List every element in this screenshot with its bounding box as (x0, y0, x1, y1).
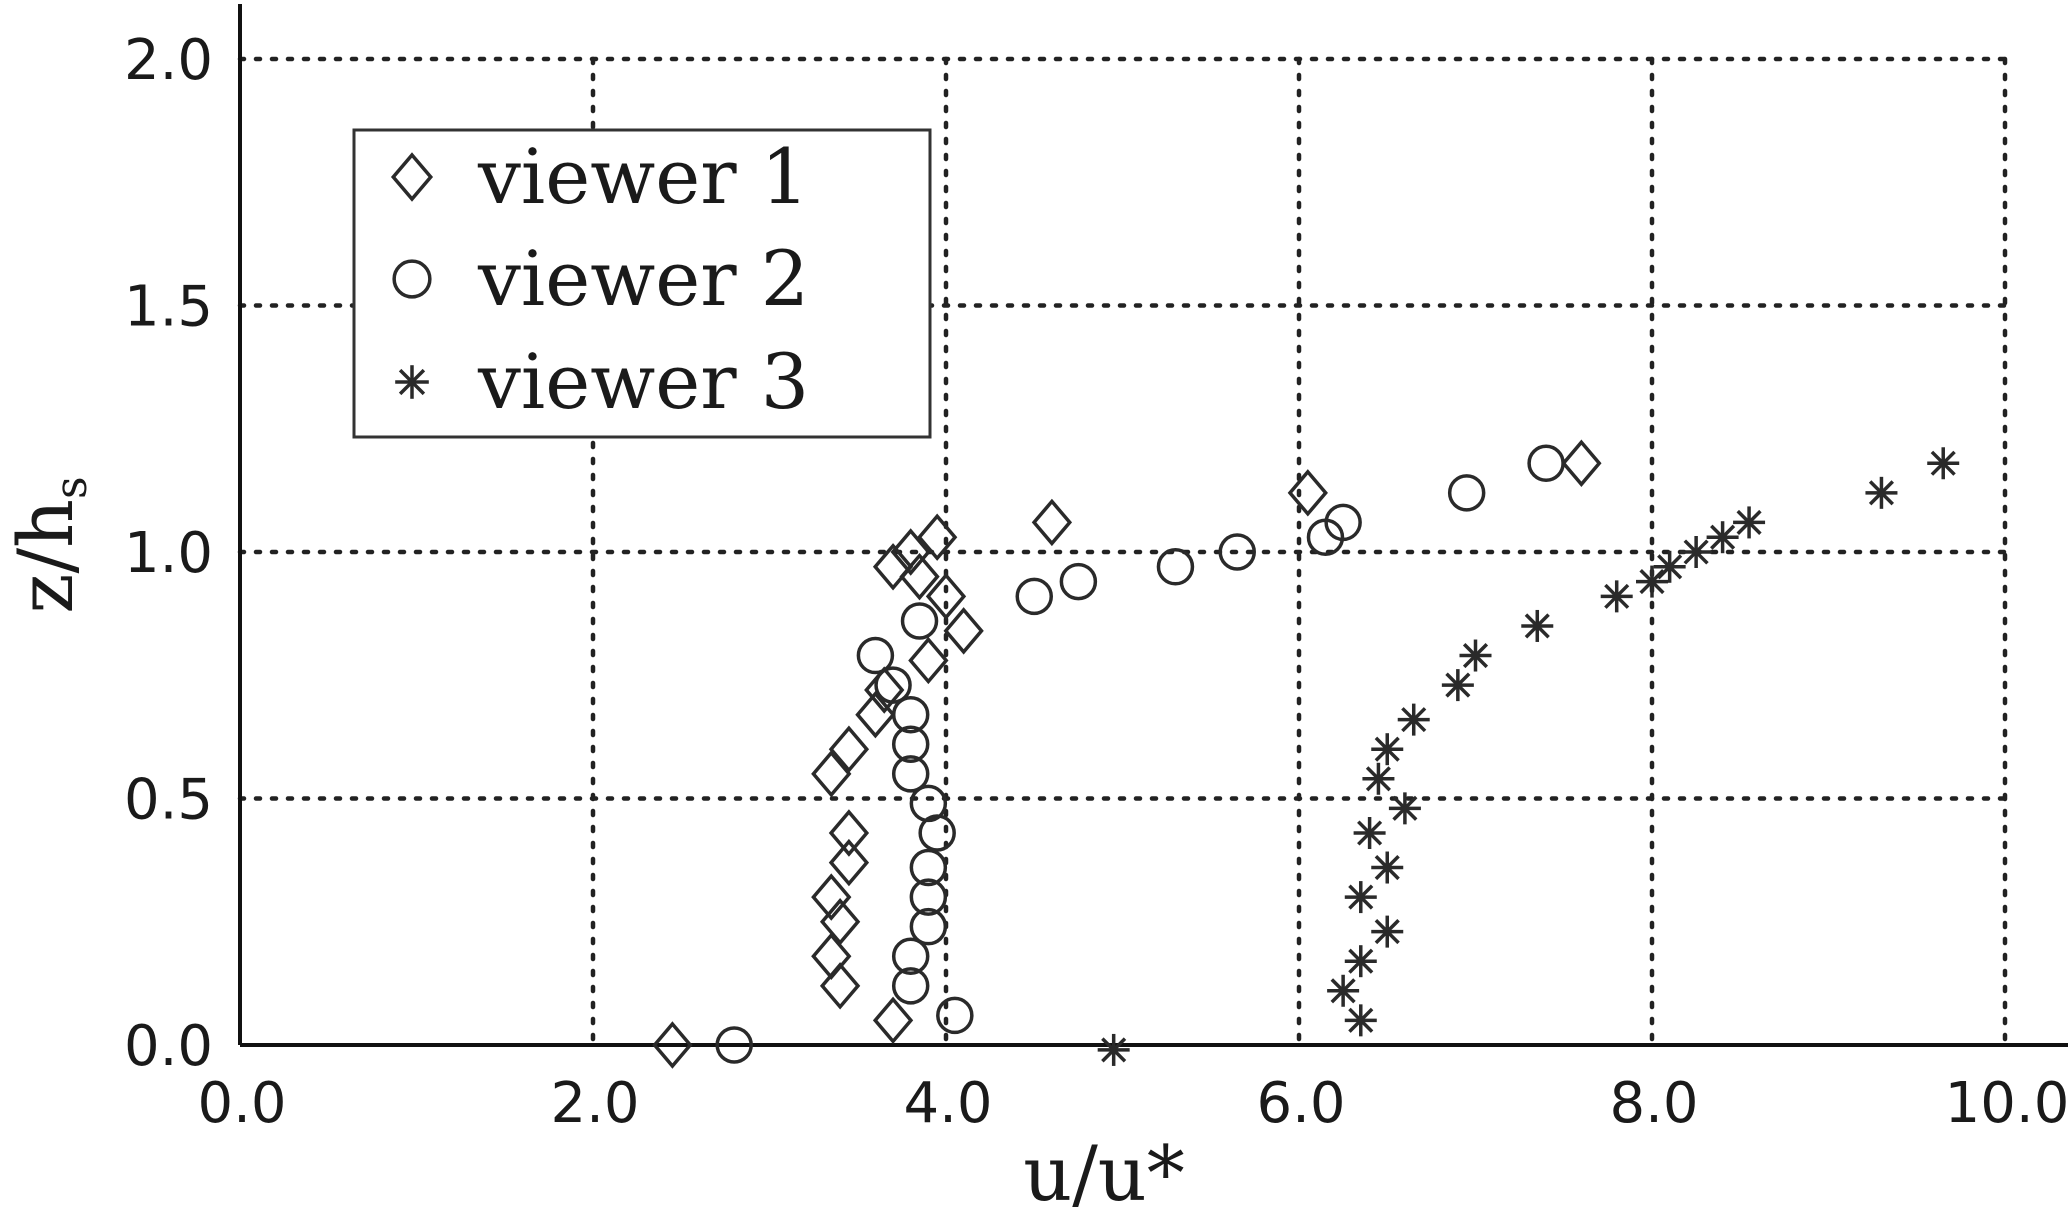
point-series2-1 (936, 996, 974, 1035)
point-series3-9 (1362, 762, 1395, 795)
point-series3-10 (1371, 733, 1404, 766)
point-series2-8 (909, 784, 948, 823)
axes (238, 4, 2068, 1047)
point-series2-5 (909, 878, 948, 916)
point-series3-22 (1927, 447, 1960, 480)
point-series2-9 (891, 755, 930, 793)
point-series3-0 (1097, 1033, 1130, 1066)
legend: viewer 1 viewer 2 viewer 3 (352, 128, 932, 439)
point-series2-12 (874, 666, 912, 704)
y-axis-label-subscript: s (46, 476, 97, 499)
point-series3-19 (1706, 521, 1739, 554)
point-series1-3 (811, 932, 852, 980)
x-axis-label: u/u* (1023, 1129, 1185, 1211)
point-series1-9 (828, 725, 870, 773)
point-series1-18 (917, 513, 958, 561)
point-series1-21 (1561, 439, 1602, 487)
point-series2-13 (856, 636, 895, 675)
point-series2-16 (1059, 562, 1098, 601)
point-series2-0 (715, 1026, 753, 1064)
legend-marker-2 (392, 259, 432, 299)
point-series2-18 (1218, 533, 1256, 571)
point-series2-2 (891, 967, 930, 1005)
point-series3-15 (1600, 580, 1633, 613)
point-series3-7 (1353, 817, 1386, 850)
point-series3-1 (1344, 1004, 1377, 1037)
legend-box (352, 128, 932, 439)
point-series1-5 (811, 873, 852, 921)
point-series1-14 (925, 572, 967, 621)
point-series3-20 (1733, 506, 1766, 539)
legend-marker-3 (395, 365, 429, 399)
point-series1-0 (652, 1021, 693, 1069)
point-series2-22 (1527, 444, 1565, 483)
point-series2-4 (909, 907, 948, 946)
legend-marker-1 (390, 152, 434, 202)
point-series3-6 (1371, 851, 1404, 884)
x-tick-label-0: 0.0 (197, 1071, 286, 1136)
point-series1-7 (828, 809, 870, 857)
y-tick-labels: 0.0 0.5 1.0 1.5 2.0 (124, 28, 213, 1079)
x-tick-label-3: 6.0 (1256, 1071, 1345, 1136)
y-tick-label-0: 0.0 (124, 1014, 213, 1079)
point-series2-15 (1015, 577, 1053, 616)
point-series2-6 (909, 848, 948, 887)
legend-label-2: viewer 2 (477, 234, 809, 323)
point-series1-17 (890, 528, 931, 576)
point-series3-3 (1344, 945, 1377, 978)
point-series3-5 (1344, 881, 1377, 914)
point-series1-2 (819, 962, 861, 1010)
y-tick-label-3: 1.5 (124, 275, 213, 340)
x-tick-label-5: 10.0 (1945, 1071, 2070, 1136)
point-series1-6 (828, 838, 870, 887)
legend-label-3: viewer 3 (477, 337, 809, 426)
point-series1-13 (943, 607, 984, 655)
point-series2-20 (1324, 503, 1362, 542)
svg-text:z/hs: z/hs (1, 476, 97, 613)
point-series1-11 (864, 666, 905, 714)
legend-label-1: viewer 1 (477, 132, 809, 221)
point-series1-8 (811, 750, 852, 798)
point-series3-11 (1397, 703, 1430, 736)
point-series3-8 (1388, 792, 1421, 825)
point-series3-2 (1327, 974, 1360, 1007)
y-tick-label-2: 1.0 (124, 521, 213, 586)
point-series3-4 (1371, 915, 1404, 948)
y-tick-label-1: 0.5 (124, 768, 213, 833)
point-series1-19 (1031, 498, 1073, 547)
point-series3-17 (1653, 550, 1686, 583)
point-series1-1 (872, 996, 914, 1045)
point-series2-3 (891, 937, 930, 976)
point-series3-12 (1441, 669, 1474, 702)
x-tick-labels: 0.0 2.0 4.0 6.0 8.0 10.0 (197, 1071, 2069, 1136)
point-series3-21 (1865, 476, 1898, 509)
point-series2-21 (1447, 474, 1486, 512)
y-axis-label: z/hs (1, 476, 97, 613)
x-tick-label-1: 2.0 (550, 1071, 639, 1136)
y-axis-label-main: z/h (1, 499, 90, 614)
point-series3-13 (1459, 639, 1492, 672)
point-series3-18 (1680, 536, 1713, 568)
point-series1-12 (908, 636, 949, 685)
data-points (652, 439, 1960, 1069)
point-series2-11 (891, 695, 930, 734)
x-tick-label-4: 8.0 (1609, 1071, 1698, 1136)
point-series2-10 (891, 725, 930, 764)
y-tick-label-4: 2.0 (124, 28, 213, 93)
x-tick-label-2: 4.0 (903, 1071, 992, 1136)
point-series3-16 (1636, 565, 1668, 598)
point-series1-16 (872, 543, 914, 591)
point-series1-20 (1287, 469, 1328, 517)
point-series3-14 (1521, 609, 1554, 642)
point-series2-14 (900, 602, 939, 640)
point-series2-17 (1156, 548, 1195, 586)
